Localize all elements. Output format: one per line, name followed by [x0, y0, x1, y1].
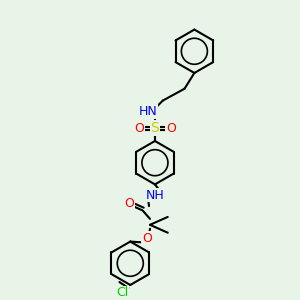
Text: S: S — [151, 121, 159, 135]
Text: Cl: Cl — [116, 286, 128, 299]
Text: O: O — [166, 122, 175, 135]
Text: O: O — [142, 232, 152, 245]
Text: HN: HN — [139, 105, 158, 118]
Text: NH: NH — [146, 189, 164, 202]
Text: O: O — [124, 196, 134, 210]
Text: O: O — [134, 122, 144, 135]
